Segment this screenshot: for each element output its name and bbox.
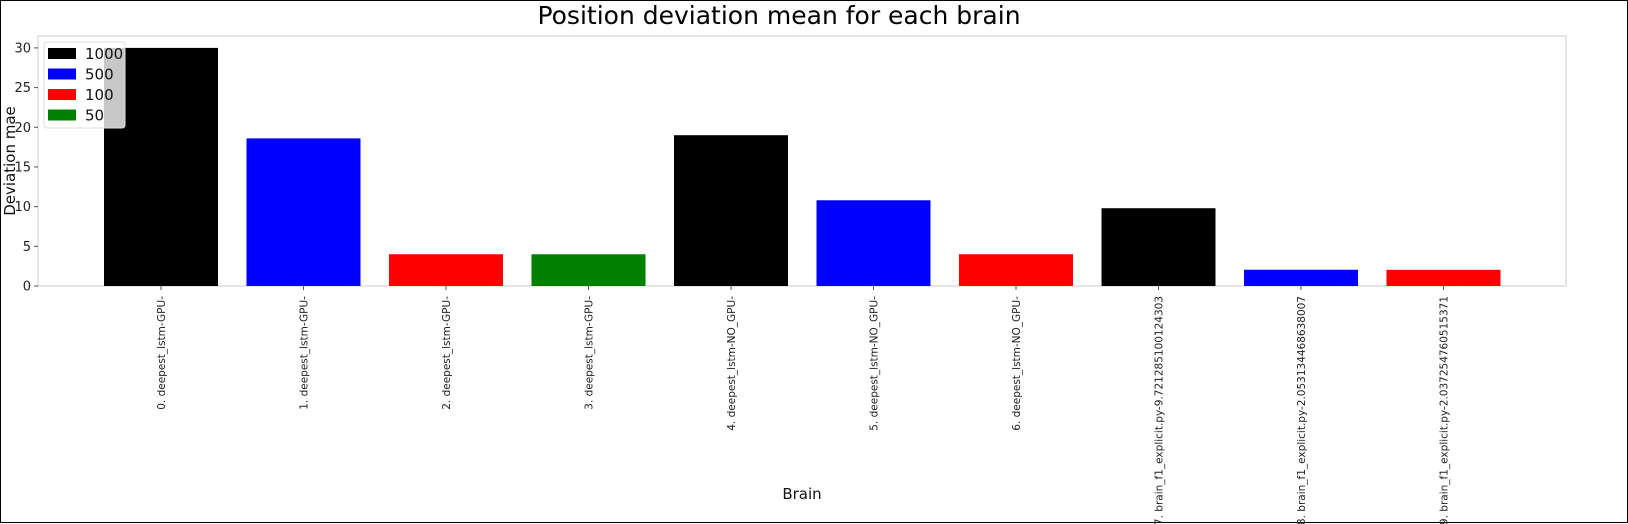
bar (1244, 269, 1358, 286)
axes (37, 35, 1567, 287)
x-tick-label: 8. brain_f1_explicit.py-2.05313446863800… (1296, 296, 1308, 524)
bars (104, 47, 1501, 287)
bar (389, 254, 503, 286)
y-tick-label: 25 (14, 81, 31, 96)
x-tick-label: 4. deepest_lstm-NO_GPU- (726, 296, 738, 431)
bar (1386, 269, 1501, 286)
bar (674, 135, 788, 286)
legend-label: 100 (85, 86, 114, 104)
x-tick-label: 9. brain_f1_explicit.py-2.03725476051537… (1439, 296, 1451, 524)
bar (959, 254, 1073, 286)
legend-swatch (48, 109, 76, 121)
y-tick-label: 0 (23, 280, 31, 295)
x-tick-label: 2. deepest_lstm-GPU- (441, 296, 453, 410)
x-tick-label: 0. deepest_lstm-GPU- (156, 296, 168, 410)
y-tick-label: 10 (14, 200, 31, 215)
legend-label: 1000 (85, 45, 123, 63)
legend-label: 500 (85, 66, 114, 84)
x-ticks: 0. deepest_lstm-GPU- 1. deepest_lstm-GPU-… (156, 286, 1451, 524)
x-tick-label: 7. brain_f1_explicit.py-9.72128510012430… (1154, 296, 1166, 524)
y-ticks: 0 5 10 15 20 25 30 (14, 41, 38, 295)
y-axis-label: Deviation mae (1, 106, 19, 216)
legend-box (43, 41, 126, 129)
legend-label: 50 (85, 107, 104, 125)
legend-swatch (48, 89, 76, 100)
x-tick-label: 5. deepest_lstm-NO_GPU- (869, 296, 881, 431)
bar (816, 200, 931, 286)
x-tick-label: 1. deepest_lstm-GPU- (299, 296, 311, 410)
y-tick-label: 30 (14, 41, 31, 56)
bar (531, 254, 646, 286)
legend: 1000 500 100 50 (43, 41, 126, 129)
chart-title: Position deviation mean for each brain (537, 1, 1020, 30)
legend-swatch (48, 68, 76, 80)
plot-area (37, 35, 1567, 287)
y-tick-label: 20 (14, 121, 31, 136)
x-axis-label: Brain (782, 485, 821, 503)
y-tick-label: 5 (23, 240, 31, 255)
y-tick-label: 15 (14, 160, 31, 175)
x-tick-label: 6. deepest_lstm-NO_GPU- (1011, 296, 1023, 431)
legend-swatch (48, 48, 76, 59)
x-tick-label: 3. deepest_lstm-GPU- (584, 296, 596, 410)
bar (246, 138, 361, 286)
bar (1101, 208, 1216, 286)
